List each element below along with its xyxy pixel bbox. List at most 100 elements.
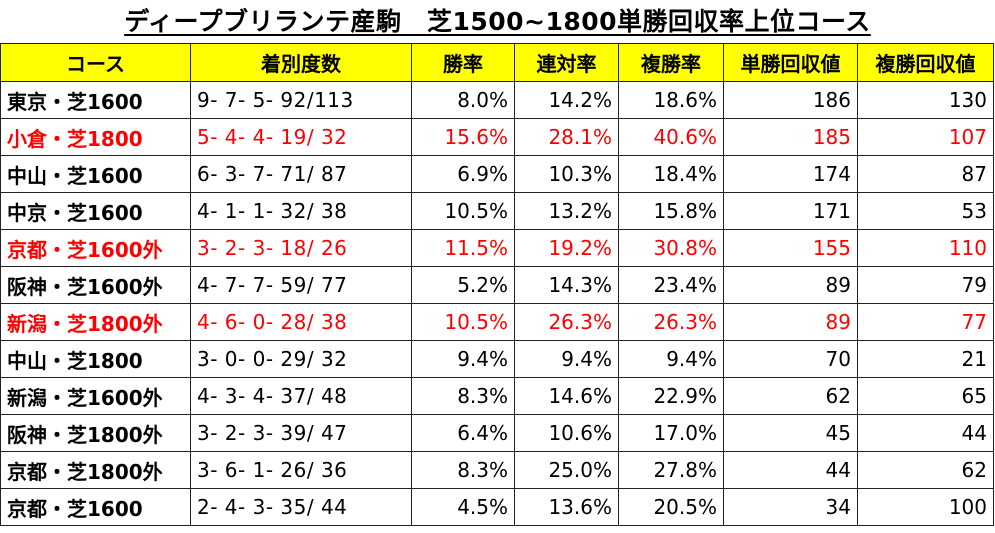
win-return-cell: 44 (723, 451, 858, 489)
win-return-cell: 171 (723, 192, 858, 230)
place-return-cell: 21 (857, 340, 994, 378)
table-row: 中山・芝1800 3- 0- 0- 29/ 32 9.4% 9.4% 9.4% 70 21 (0, 340, 994, 378)
table-row: 新潟・芝1600外 4- 3- 4- 37/ 48 8.3% 14.6% 22.9% 62… (0, 377, 994, 415)
win-rate-cell: 6.4% (411, 414, 515, 452)
table-row: 新潟・芝1800外 4- 6- 0- 28/ 38 10.5% 26.3% 26.3% 8… (0, 303, 994, 341)
win-rate-cell: 4.5% (411, 488, 515, 526)
record-cell: 9- 7- 5- 92/113 (190, 81, 412, 119)
page-title: ディープブリランテ産駒 芝1500~1800単勝回収率上位コース (0, 0, 995, 44)
top2-rate-cell: 14.2% (514, 81, 619, 119)
table-row: 中京・芝1600 4- 1- 1- 32/ 38 10.5% 13.2% 15.8% 17… (0, 192, 994, 230)
top2-rate-cell: 14.3% (514, 266, 619, 304)
top3-rate-cell: 18.6% (618, 81, 724, 119)
header-row: コース 着別度数 勝率 連対率 複勝率 単勝回収値 複勝回収値 (0, 43, 994, 82)
header-course: コース (0, 43, 191, 82)
table-row: 阪神・芝1800外 3- 2- 3- 39/ 47 6.4% 10.6% 17.0% 45… (0, 414, 994, 452)
header-place-return: 複勝回収値 (857, 43, 994, 82)
course-cell: 京都・芝1600 (0, 488, 191, 526)
top3-rate-cell: 40.6% (618, 118, 724, 156)
win-return-cell: 45 (723, 414, 858, 452)
table-row: 小倉・芝1800 5- 4- 4- 19/ 32 15.6% 28.1% 40.6% 18… (0, 118, 994, 156)
win-return-cell: 62 (723, 377, 858, 415)
win-rate-cell: 8.0% (411, 81, 515, 119)
course-cell: 阪神・芝1600外 (0, 266, 191, 304)
top3-rate-cell: 20.5% (618, 488, 724, 526)
header-top2-rate: 連対率 (514, 43, 619, 82)
win-rate-cell: 8.3% (411, 377, 515, 415)
place-return-cell: 110 (857, 229, 994, 267)
record-cell: 4- 3- 4- 37/ 48 (190, 377, 412, 415)
top2-rate-cell: 14.6% (514, 377, 619, 415)
top2-rate-cell: 25.0% (514, 451, 619, 489)
top2-rate-cell: 28.1% (514, 118, 619, 156)
place-return-cell: 100 (857, 488, 994, 526)
record-cell: 4- 7- 7- 59/ 77 (190, 266, 412, 304)
place-return-cell: 65 (857, 377, 994, 415)
record-cell: 3- 0- 0- 29/ 32 (190, 340, 412, 378)
course-cell: 東京・芝1600 (0, 81, 191, 119)
top3-rate-cell: 15.8% (618, 192, 724, 230)
win-rate-cell: 8.3% (411, 451, 515, 489)
table-row: 京都・芝1600 2- 4- 3- 35/ 44 4.5% 13.6% 20.5% 34 1… (0, 488, 994, 526)
course-stats-table: コース 着別度数 勝率 連対率 複勝率 単勝回収値 複勝回収値 東京・芝1600… (0, 43, 994, 526)
win-rate-cell: 6.9% (411, 155, 515, 193)
header-win-rate: 勝率 (411, 43, 515, 82)
place-return-cell: 44 (857, 414, 994, 452)
place-return-cell: 53 (857, 192, 994, 230)
table-row: 東京・芝1600 9- 7- 5- 92/113 8.0% 14.2% 18.6% 186… (0, 81, 994, 119)
table-row: 京都・芝1600外 3- 2- 3- 18/ 26 11.5% 19.2% 30.8% 1… (0, 229, 994, 267)
win-rate-cell: 9.4% (411, 340, 515, 378)
record-cell: 6- 3- 7- 71/ 87 (190, 155, 412, 193)
win-rate-cell: 10.5% (411, 303, 515, 341)
header-record: 着別度数 (190, 43, 412, 82)
top3-rate-cell: 9.4% (618, 340, 724, 378)
win-rate-cell: 5.2% (411, 266, 515, 304)
record-cell: 3- 2- 3- 39/ 47 (190, 414, 412, 452)
win-return-cell: 174 (723, 155, 858, 193)
course-cell: 中京・芝1600 (0, 192, 191, 230)
record-cell: 5- 4- 4- 19/ 32 (190, 118, 412, 156)
win-return-cell: 89 (723, 266, 858, 304)
win-return-cell: 185 (723, 118, 858, 156)
place-return-cell: 77 (857, 303, 994, 341)
header-win-return: 単勝回収値 (723, 43, 858, 82)
win-return-cell: 155 (723, 229, 858, 267)
win-return-cell: 34 (723, 488, 858, 526)
course-cell: 中山・芝1600 (0, 155, 191, 193)
table-row: 京都・芝1800外 3- 6- 1- 26/ 36 8.3% 25.0% 27.8% 44… (0, 451, 994, 489)
top2-rate-cell: 26.3% (514, 303, 619, 341)
top3-rate-cell: 26.3% (618, 303, 724, 341)
table-row: 阪神・芝1600外 4- 7- 7- 59/ 77 5.2% 14.3% 23.4% 89… (0, 266, 994, 304)
top2-rate-cell: 13.2% (514, 192, 619, 230)
top3-rate-cell: 23.4% (618, 266, 724, 304)
course-cell: 小倉・芝1800 (0, 118, 191, 156)
top2-rate-cell: 10.3% (514, 155, 619, 193)
top3-rate-cell: 27.8% (618, 451, 724, 489)
win-rate-cell: 10.5% (411, 192, 515, 230)
record-cell: 3- 2- 3- 18/ 26 (190, 229, 412, 267)
top3-rate-cell: 18.4% (618, 155, 724, 193)
record-cell: 4- 6- 0- 28/ 38 (190, 303, 412, 341)
record-cell: 2- 4- 3- 35/ 44 (190, 488, 412, 526)
place-return-cell: 87 (857, 155, 994, 193)
top2-rate-cell: 10.6% (514, 414, 619, 452)
top3-rate-cell: 22.9% (618, 377, 724, 415)
course-cell: 新潟・芝1600外 (0, 377, 191, 415)
win-return-cell: 89 (723, 303, 858, 341)
top3-rate-cell: 30.8% (618, 229, 724, 267)
course-cell: 京都・芝1800外 (0, 451, 191, 489)
title-text: ディープブリランテ産駒 芝1500~1800単勝回収率上位コース (124, 7, 871, 36)
course-cell: 京都・芝1600外 (0, 229, 191, 267)
top2-rate-cell: 13.6% (514, 488, 619, 526)
place-return-cell: 79 (857, 266, 994, 304)
win-rate-cell: 15.6% (411, 118, 515, 156)
record-cell: 4- 1- 1- 32/ 38 (190, 192, 412, 230)
top2-rate-cell: 19.2% (514, 229, 619, 267)
place-return-cell: 130 (857, 81, 994, 119)
header-top3-rate: 複勝率 (618, 43, 724, 82)
table-row: 中山・芝1600 6- 3- 7- 71/ 87 6.9% 10.3% 18.4% 174… (0, 155, 994, 193)
course-cell: 阪神・芝1800外 (0, 414, 191, 452)
win-return-cell: 70 (723, 340, 858, 378)
place-return-cell: 107 (857, 118, 994, 156)
top2-rate-cell: 9.4% (514, 340, 619, 378)
